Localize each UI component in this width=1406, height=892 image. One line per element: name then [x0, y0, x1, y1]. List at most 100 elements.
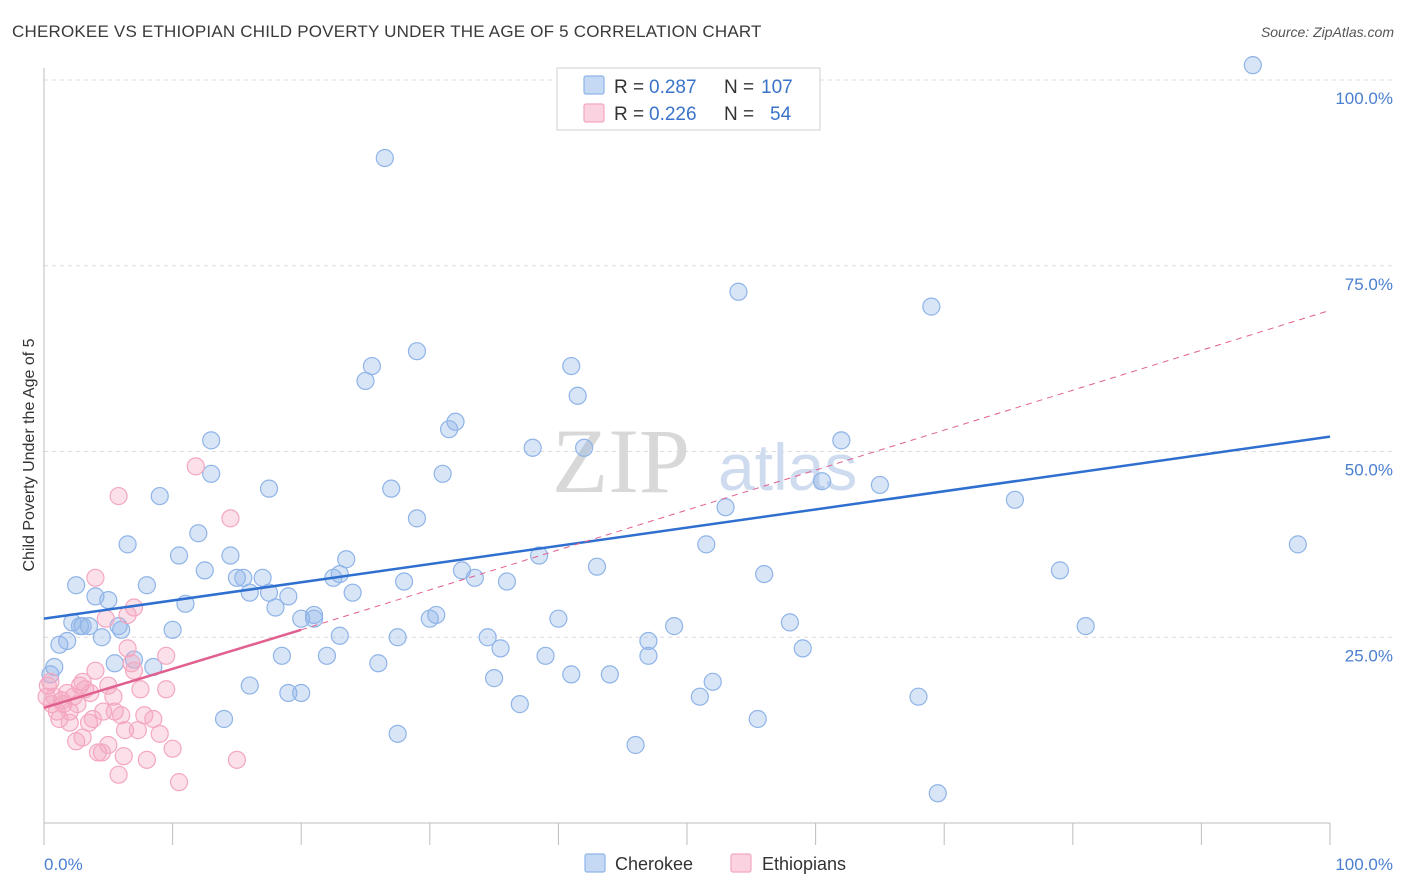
axes — [43, 68, 1331, 845]
cherokee-point-88 — [748, 709, 767, 729]
cherokee-point-30 — [240, 676, 259, 695]
bottom-legend-swatch-cherokee — [584, 853, 606, 873]
ethiopians-trendline-extension — [301, 309, 1331, 631]
cherokee-point-1 — [45, 657, 64, 677]
cherokee-point-29 — [240, 583, 259, 602]
cherokee-point-51 — [382, 479, 401, 498]
ethiopians-trendline — [43, 628, 302, 710]
cherokee-point-85 — [703, 672, 722, 691]
trendlines — [43, 309, 1331, 710]
cherokee-point-102 — [1288, 535, 1307, 554]
watermark-atlas: atlas — [718, 430, 857, 504]
watermark: ZIP atlas — [552, 410, 857, 512]
cherokee-point-9 — [92, 628, 111, 647]
cherokee-point-80 — [639, 631, 658, 651]
cherokee-point-81 — [639, 646, 658, 665]
cherokee-point-55 — [407, 509, 427, 528]
ethiopians-point-52 — [186, 457, 205, 476]
cherokee-point-82 — [665, 617, 684, 636]
cherokee-point-84 — [697, 535, 716, 554]
ethiopians-point-27 — [96, 609, 115, 628]
watermark-zip: ZIP — [552, 410, 690, 512]
ethiopians-point-36 — [115, 721, 135, 740]
ethiopians-point-21 — [83, 709, 102, 729]
cherokee-point-60 — [439, 420, 459, 439]
cherokee-point-72 — [549, 609, 568, 628]
bottom-legend-swatch-ethiopians — [730, 853, 752, 873]
cherokee-points — [41, 56, 1307, 803]
cherokee-point-97 — [928, 784, 947, 803]
cherokee-point-93 — [832, 431, 851, 450]
ethiopians-point-32 — [109, 765, 128, 784]
cherokee-point-65 — [485, 669, 504, 688]
y-tick-label-3: 100.0% — [1335, 89, 1393, 108]
ethiopians-point-35 — [114, 747, 133, 766]
cherokee-point-38 — [292, 683, 311, 703]
ethiopians-point-23 — [86, 661, 105, 680]
cherokee-point-101 — [1243, 56, 1262, 75]
cherokee-point-104 — [330, 626, 349, 645]
gridlines — [44, 79, 1393, 638]
cherokee-point-19 — [169, 546, 189, 565]
ethiopians-point-43 — [131, 680, 150, 699]
bottom-legend-ethiopians: Ethiopians — [762, 854, 846, 874]
ethiopians-point-49 — [157, 646, 176, 665]
ethiopians-point-6 — [50, 709, 69, 729]
cherokee-point-94 — [870, 475, 890, 495]
cherokee-point-26 — [221, 546, 240, 565]
cherokee-point-15 — [137, 576, 156, 595]
cherokee-point-95 — [909, 687, 928, 706]
cherokee-point-75 — [568, 386, 587, 405]
cherokee-point-42 — [317, 646, 337, 665]
cherokee-point-73 — [562, 665, 581, 684]
ethiopians-point-25 — [92, 743, 111, 762]
legend-r-value-cherokee: 0.287 — [649, 77, 697, 98]
ethiopians-point-33 — [109, 486, 128, 506]
cherokee-point-27 — [227, 568, 246, 587]
cherokee-point-52 — [388, 724, 407, 743]
ethiopians-point-45 — [137, 750, 156, 769]
cherokee-point-56 — [407, 342, 427, 361]
cherokee-point-79 — [626, 735, 645, 755]
cherokee-point-78 — [600, 665, 619, 684]
cherokee-point-36 — [279, 683, 298, 703]
chart-source: Source: ZipAtlas.com — [1260, 24, 1394, 40]
legend-r-label-ethiopians: R = — [614, 104, 644, 125]
cherokee-point-41 — [304, 609, 324, 628]
cherokee-point-69 — [523, 438, 542, 457]
y-tick-label-1: 50.0% — [1345, 461, 1393, 480]
cherokee-point-53 — [388, 628, 407, 647]
y-axis-label: Child Poverty Under the Age of 5 — [21, 338, 38, 571]
y-tick-labels: 25.0% 50.0% 75.0% 100.0% — [1335, 89, 1393, 665]
cherokee-point-68 — [510, 695, 529, 714]
cherokee-point-76 — [575, 438, 594, 457]
y-tick-label-0: 25.0% — [1345, 646, 1393, 665]
legend-r-value-ethiopians: 0.226 — [649, 104, 697, 125]
cherokee-point-96 — [922, 297, 941, 316]
cherokee-point-70 — [530, 546, 549, 565]
ethiopians-point-40 — [124, 661, 144, 680]
legend-swatch-cherokee — [583, 75, 605, 95]
cherokee-point-90 — [780, 613, 799, 632]
cherokee-point-91 — [793, 639, 812, 658]
cherokee-point-98 — [1005, 490, 1025, 509]
ethiopians-points — [37, 457, 246, 792]
cherokee-point-24 — [202, 431, 221, 450]
cherokee-point-58 — [427, 605, 446, 625]
cherokee-point-48 — [362, 356, 382, 376]
cherokee-point-61 — [446, 412, 465, 431]
cherokee-point-89 — [755, 564, 774, 584]
ethiopians-point-22 — [86, 568, 105, 587]
bottom-legend-cherokee: Cherokee — [615, 854, 693, 874]
ethiopians-point-44 — [135, 706, 154, 725]
legend-n-value-ethiopians: 54 — [770, 104, 792, 125]
cherokee-point-34 — [266, 598, 285, 617]
cherokee-point-35 — [272, 646, 292, 665]
y-tick-label-2: 75.0% — [1345, 275, 1393, 294]
ethiopians-point-11 — [60, 713, 79, 732]
cherokee-point-22 — [195, 561, 214, 580]
x-tick-labels: 0.0% 100.0% — [44, 855, 1393, 874]
ethiopians-point-50 — [163, 739, 182, 758]
cherokee-point-67 — [497, 572, 517, 591]
